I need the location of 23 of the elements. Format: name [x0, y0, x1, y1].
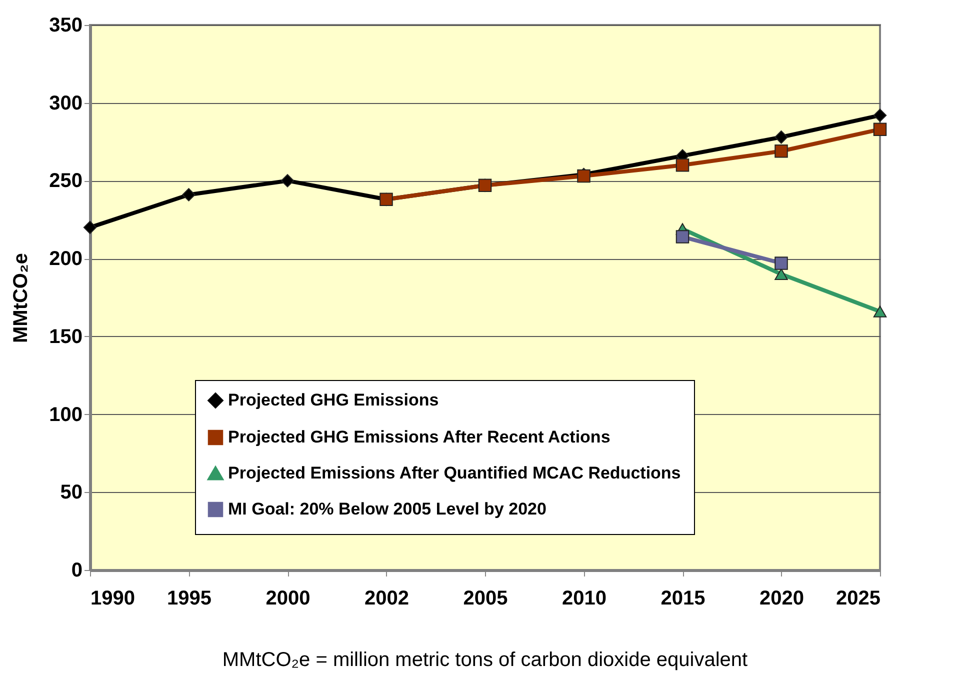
x-tick-label: 2010 — [562, 588, 606, 610]
text: MMtCO₂e = million metric tons of carbon dioxide equivalent — [222, 649, 748, 671]
legend-label: MI Goal: 20% Below 2005 Level by 2020 — [228, 500, 546, 518]
x-tick-label: 1990 — [90, 588, 135, 610]
x-tick-label: 2020 — [760, 588, 804, 610]
x-tick-label: 2015 — [660, 588, 706, 610]
legend-label: Projected GHG Emissions After Recent Actions — [228, 428, 610, 446]
y-tick-label: 50 — [60, 482, 82, 504]
legend-label: Projected GHG Emissions — [228, 390, 439, 410]
y-tick-label: 300 — [49, 92, 82, 114]
legend-label: Projected Emissions After Quantified MCAC Reductions — [228, 464, 681, 482]
y-tick-label: 150 — [49, 326, 82, 348]
y-tick-label: 200 — [49, 248, 82, 270]
y-tick-label: 0 — [71, 560, 82, 582]
y-tick-label: 350 — [49, 14, 82, 36]
x-tick-label: 2000 — [266, 588, 310, 610]
y-axis-title: MMtCO₂e — [10, 253, 32, 343]
x-tick-label: 2025 — [836, 588, 880, 610]
x-tick-label: 2005 — [463, 588, 508, 610]
x-tick-label: 1995 — [167, 588, 212, 610]
x-tick-label: 2002 — [364, 588, 409, 610]
y-tick-label: 100 — [49, 404, 82, 426]
y-tick-label: 250 — [49, 170, 82, 192]
